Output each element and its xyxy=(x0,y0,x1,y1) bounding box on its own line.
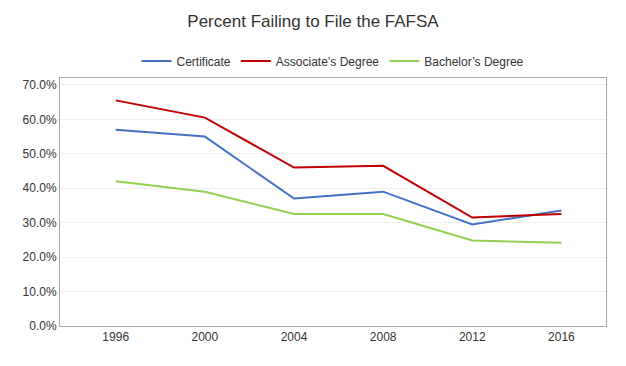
svg-text:2000: 2000 xyxy=(192,330,219,344)
svg-text:2008: 2008 xyxy=(370,330,397,344)
svg-text:50.0%: 50.0% xyxy=(23,147,57,161)
svg-text:20.0%: 20.0% xyxy=(23,250,57,264)
svg-text:2012: 2012 xyxy=(459,330,486,344)
svg-text:70.0%: 70.0% xyxy=(23,78,57,92)
svg-text:1996: 1996 xyxy=(102,330,129,344)
svg-text:10.0%: 10.0% xyxy=(23,285,57,299)
svg-text:40.0%: 40.0% xyxy=(23,181,57,195)
svg-text:2004: 2004 xyxy=(281,330,308,344)
svg-text:Certificate: Certificate xyxy=(177,55,231,69)
svg-text:Bachelor’s Degree: Bachelor’s Degree xyxy=(424,55,523,69)
svg-text:60.0%: 60.0% xyxy=(23,113,57,127)
svg-text:Associate’s Degree: Associate’s Degree xyxy=(276,55,379,69)
svg-text:30.0%: 30.0% xyxy=(23,216,57,230)
svg-text:2016: 2016 xyxy=(548,330,575,344)
svg-text:Percent Failing to File the FA: Percent Failing to File the FAFSA xyxy=(187,12,439,31)
svg-text:0.0%: 0.0% xyxy=(29,319,57,333)
